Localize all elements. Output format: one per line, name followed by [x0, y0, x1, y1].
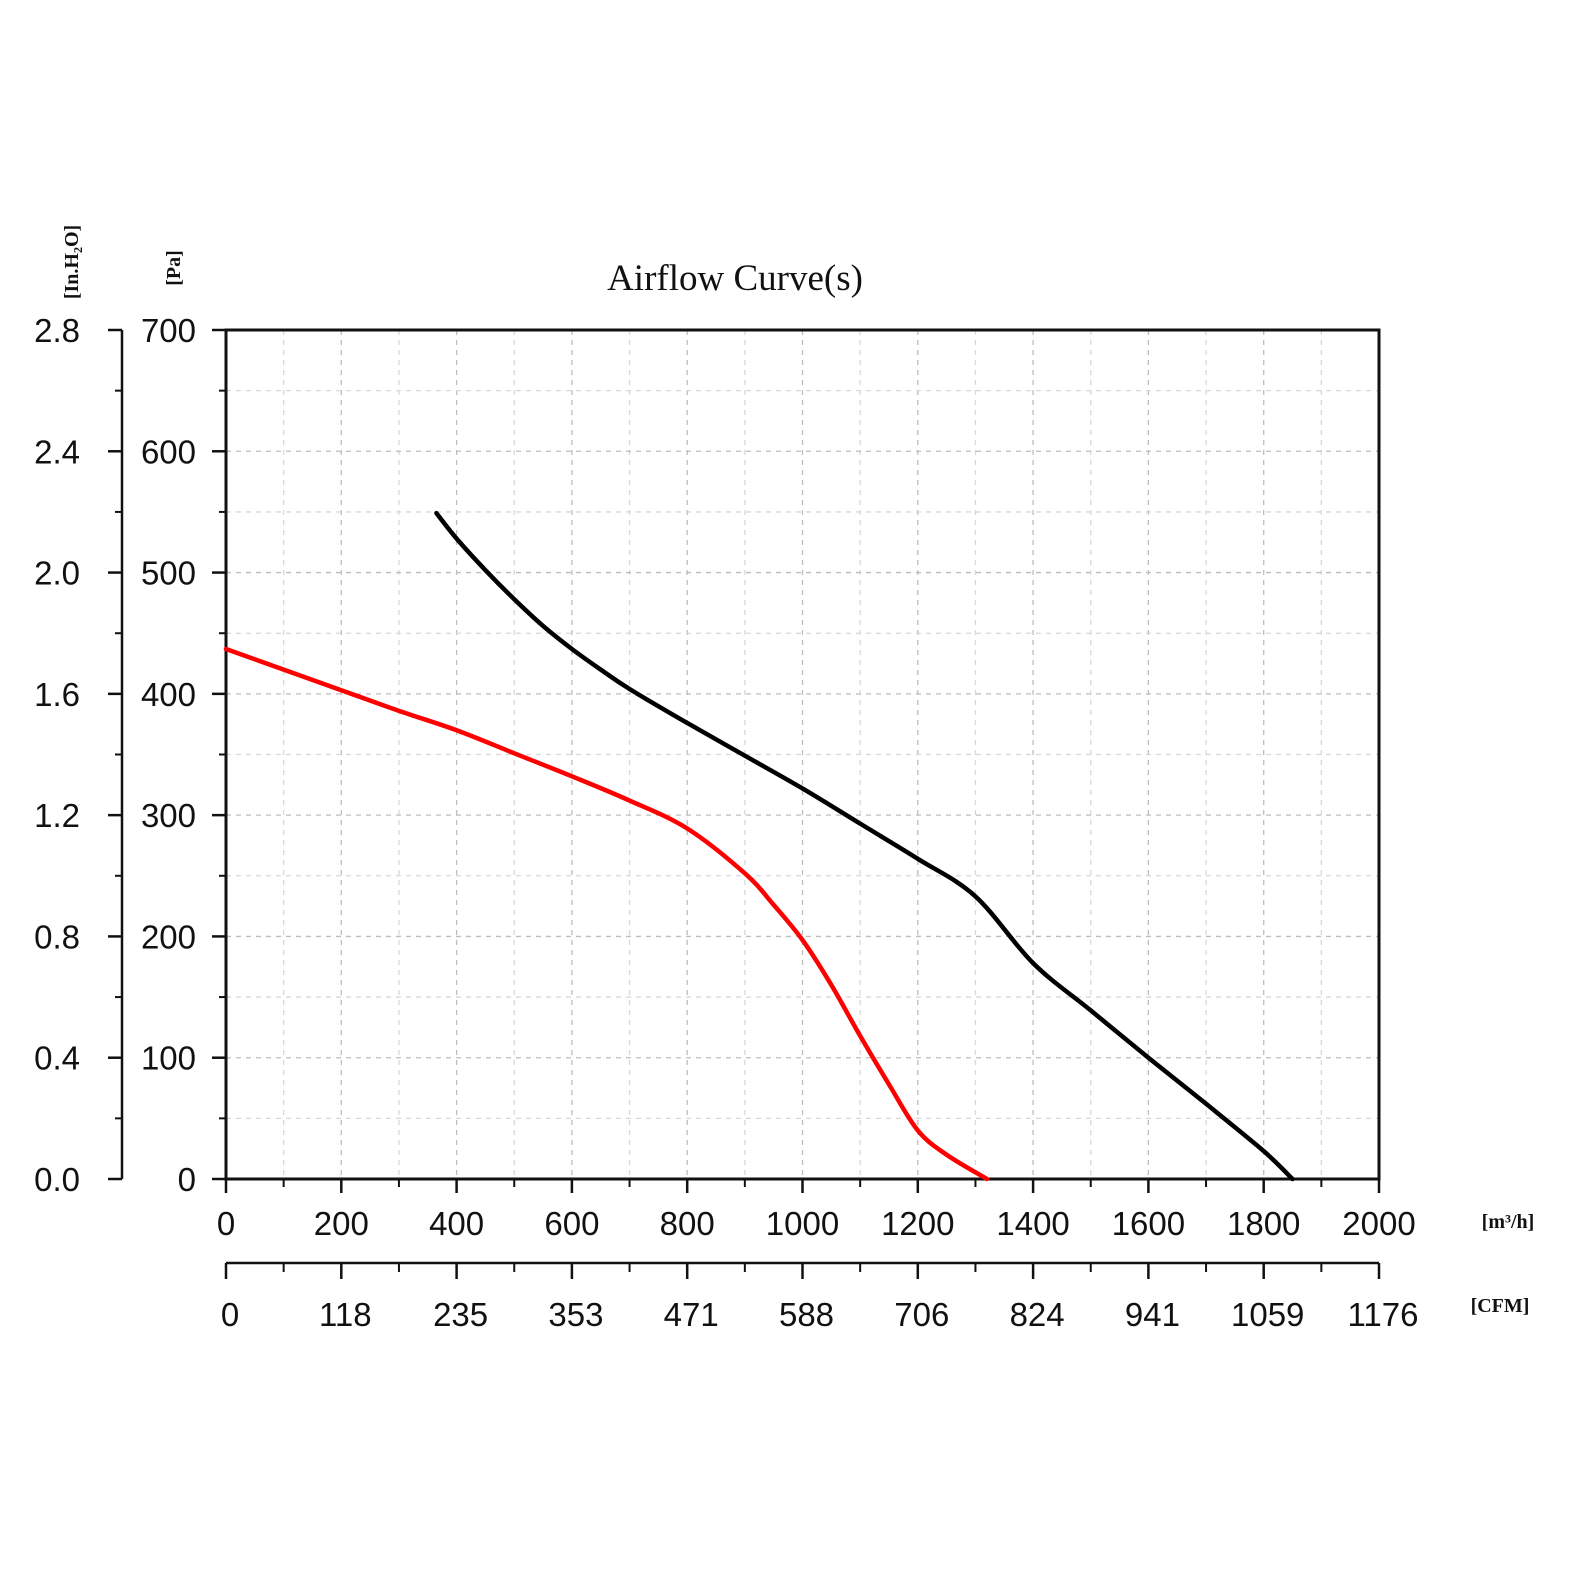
y-tick-label: 700	[141, 312, 196, 349]
y-tick-label: 400	[141, 676, 196, 713]
y-tick-label: 200	[141, 918, 196, 955]
x2-tick-label: 706	[894, 1296, 949, 1333]
y2-tick-label: 2.0	[34, 555, 80, 592]
x-tick-label: 1000	[766, 1205, 839, 1242]
x-tick-label: 800	[660, 1205, 715, 1242]
y2-tick-label: 1.6	[34, 676, 80, 713]
x-tick-label: 1200	[881, 1205, 954, 1242]
chart-title: Airflow Curve(s)	[607, 258, 863, 299]
x2-tick-label: 0	[221, 1296, 239, 1333]
y-tick-label: 500	[141, 555, 196, 592]
y2-tick-label: 2.8	[34, 312, 80, 349]
x2-tick-label: 1176	[1348, 1296, 1419, 1333]
x-tick-label: 200	[314, 1205, 369, 1242]
grid	[226, 330, 1379, 1179]
x-tick-label: 600	[544, 1205, 599, 1242]
x-tick-label: 2000	[1342, 1205, 1415, 1242]
y2-tick-label: 2.4	[34, 433, 80, 470]
x2-tick-label: 588	[779, 1296, 834, 1333]
x2-unit-label: [CFM]	[1471, 1295, 1530, 1317]
tick-labels: 0 0.0 100 0.4 200 0.8 300 1.2 400 1.6 500 2.0 600 2.4…	[34, 312, 1418, 1333]
y-tick-label: 300	[141, 797, 196, 834]
y-tick-label: 100	[141, 1040, 196, 1077]
x-tick-label: 1600	[1112, 1205, 1185, 1242]
x-tick-label: 1400	[996, 1205, 1069, 1242]
x2-tick-label: 941	[1125, 1296, 1180, 1333]
x2-tick-label: 1059	[1231, 1296, 1304, 1333]
x2-tick-label: 824	[1010, 1296, 1065, 1333]
axes	[108, 328, 1381, 1279]
y2-tick-label: 0.4	[34, 1040, 80, 1077]
x-tick-label: 1800	[1227, 1205, 1300, 1242]
series-line-black	[434, 510, 1295, 1182]
y2-tick-label: 0.8	[34, 918, 80, 955]
x2-tick-label: 353	[548, 1296, 603, 1333]
y2-unit-label: [In.H₂O]	[61, 225, 83, 299]
x2-tick-label: 471	[664, 1296, 719, 1333]
y-tick-label: 600	[141, 433, 196, 470]
y-unit-label: [Pa]	[163, 250, 185, 286]
series-lines	[223, 510, 1295, 1182]
y2-tick-label: 1.2	[34, 797, 80, 834]
x2-tick-label: 118	[319, 1296, 372, 1333]
x-unit-label: [m³/h]	[1482, 1211, 1535, 1233]
y2-tick-label: 0.0	[34, 1161, 80, 1198]
y-tick-label: 0	[178, 1161, 196, 1198]
x-tick-label: 0	[217, 1205, 235, 1242]
x-tick-label: 400	[429, 1205, 484, 1242]
x2-tick-label: 235	[433, 1296, 488, 1333]
series-line-red	[223, 646, 990, 1182]
